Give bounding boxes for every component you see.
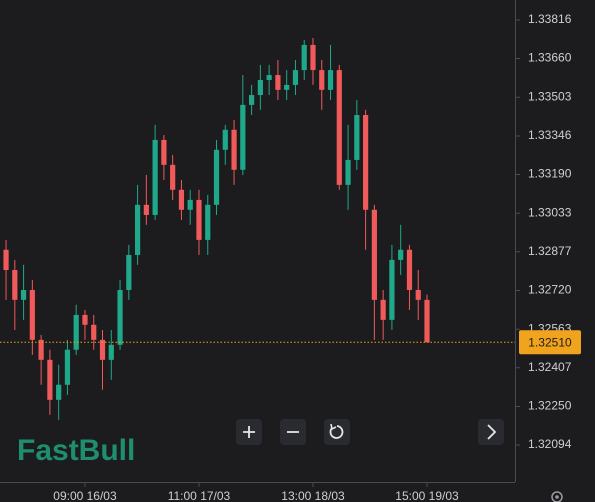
candle-body: [327, 70, 334, 90]
candle-body: [126, 254, 132, 290]
x-tick-label: 09:00 16/03: [53, 489, 117, 502]
candle-body: [257, 79, 263, 96]
candle-body: [99, 339, 106, 360]
candle-body: [319, 70, 325, 90]
candle-body: [170, 164, 176, 190]
candle-body: [336, 70, 342, 185]
candle-body: [301, 44, 307, 71]
candle-body: [275, 75, 281, 90]
candle-body: [389, 259, 395, 320]
y-tick-label: 1.33033: [528, 205, 572, 219]
x-tick-label: 15:00 19/03: [395, 489, 459, 502]
candle-body: [196, 199, 202, 240]
y-tick-label: 1.32720: [528, 283, 572, 297]
x-tick-label: 13:00 18/03: [281, 489, 345, 502]
candle-body: [143, 204, 149, 215]
zoom-out-button[interactable]: [280, 419, 306, 445]
last-price-label: 1.32510: [528, 335, 572, 349]
reset-button[interactable]: [324, 419, 350, 445]
candle-body: [222, 129, 228, 150]
candle-body: [424, 299, 430, 343]
x-tick-label: 11:00 17/03: [168, 489, 231, 502]
candle-body: [117, 289, 123, 345]
candle-body: [82, 314, 88, 325]
candle-body: [310, 44, 316, 71]
y-tick-label: 1.33660: [528, 51, 572, 65]
scroll-right-button[interactable]: [478, 419, 504, 445]
candle-body: [161, 139, 167, 165]
candle-body: [415, 289, 421, 300]
settings-icon[interactable]: [551, 491, 563, 502]
candle-body: [91, 324, 97, 340]
y-tick-label: 1.33346: [528, 128, 572, 142]
candle-body: [284, 84, 290, 90]
y-tick-label: 1.33816: [528, 12, 572, 26]
candle-body: [187, 199, 193, 210]
y-tick-label: 1.32094: [528, 437, 572, 451]
candle-body: [73, 314, 79, 350]
candle-body: [363, 115, 369, 210]
watermark: FastBull: [17, 434, 135, 467]
candle-body: [29, 289, 35, 340]
candle-body: [38, 339, 44, 360]
zoom-in-button[interactable]: [236, 419, 262, 445]
candle-body: [249, 95, 255, 105]
candle-body: [398, 249, 404, 260]
candle-body: [240, 104, 246, 170]
candle-body: [354, 115, 360, 160]
candle-body: [380, 299, 386, 320]
y-tick-label: 1.32877: [528, 244, 572, 258]
last-price-badge: [519, 330, 581, 355]
candle-body: [20, 289, 27, 300]
candle-body: [56, 384, 62, 400]
y-tick-label: 1.32250: [528, 399, 572, 413]
candle-body: [47, 359, 53, 400]
plot: [3, 38, 430, 420]
candle-body: [213, 149, 220, 205]
candle-body: [64, 349, 71, 385]
candle-body: [292, 70, 299, 85]
y-tick-label: 1.32407: [528, 360, 572, 374]
y-tick-label: 1.33503: [528, 89, 572, 103]
candle-body: [3, 249, 9, 270]
candle-body: [108, 344, 114, 360]
candle-body: [371, 209, 377, 300]
candle-body: [12, 269, 18, 300]
candle-body: [178, 189, 185, 210]
candle-body: [406, 249, 413, 290]
candle-body: [134, 204, 141, 255]
candle-body: [345, 159, 351, 185]
candle-body: [266, 75, 272, 80]
candle-body: [231, 129, 237, 170]
y-tick-label: 1.33190: [528, 167, 572, 181]
candle-body: [205, 204, 211, 240]
candle-body: [152, 139, 158, 215]
